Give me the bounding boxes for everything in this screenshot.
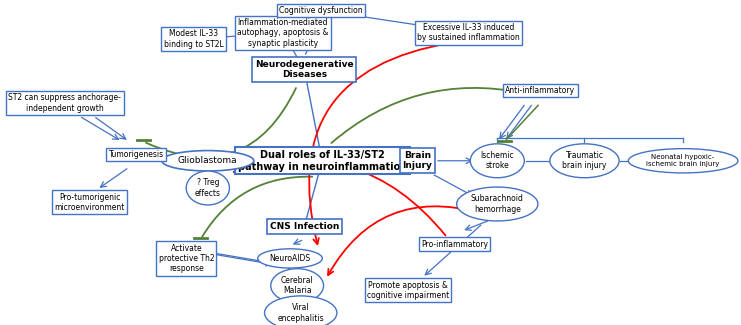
Text: Dual roles of IL-33/ST2
pathway in neuroinflammation: Dual roles of IL-33/ST2 pathway in neuro… bbox=[238, 150, 407, 172]
Text: Modest IL-33
binding to ST2L: Modest IL-33 binding to ST2L bbox=[164, 30, 223, 49]
Text: ? Treg
effects: ? Treg effects bbox=[195, 178, 221, 198]
Text: Cerebral
Malaria: Cerebral Malaria bbox=[281, 276, 313, 295]
Text: ST2 can suppress anchorage-
independent growth: ST2 can suppress anchorage- independent … bbox=[8, 94, 122, 113]
Text: Glioblastoma: Glioblastoma bbox=[178, 156, 238, 165]
Text: Neurodegenerative
Diseases: Neurodegenerative Diseases bbox=[255, 60, 353, 79]
Text: Traumatic
brain injury: Traumatic brain injury bbox=[562, 151, 607, 171]
Text: CNS Infection: CNS Infection bbox=[270, 222, 339, 231]
Text: Cognitive dysfunction: Cognitive dysfunction bbox=[279, 6, 362, 15]
Text: Pro-inflammatory: Pro-inflammatory bbox=[421, 240, 488, 249]
Text: Anti-inflammatory: Anti-inflammatory bbox=[505, 86, 575, 95]
Text: Pro-tumorigenic
microenvironment: Pro-tumorigenic microenvironment bbox=[55, 193, 125, 212]
Text: Tumorigenesis: Tumorigenesis bbox=[109, 150, 164, 159]
Text: Excessive IL-33 induced
by sustained inflammation: Excessive IL-33 induced by sustained inf… bbox=[417, 23, 520, 42]
Text: Ischemic
stroke: Ischemic stroke bbox=[480, 151, 514, 171]
Text: Inflammation-mediated
autophagy, apoptosis &
synaptic plasticity: Inflammation-mediated autophagy, apoptos… bbox=[237, 18, 328, 47]
Text: NeuroAIDS: NeuroAIDS bbox=[270, 254, 310, 263]
Text: Neonatal hypoxic-
ischemic brain injury: Neonatal hypoxic- ischemic brain injury bbox=[646, 154, 720, 167]
Text: Activate
protective Th2
response: Activate protective Th2 response bbox=[159, 243, 214, 273]
Text: Subarachnoid
hemorrhage: Subarachnoid hemorrhage bbox=[471, 194, 524, 214]
Text: Viral
encephalitis: Viral encephalitis bbox=[277, 303, 324, 322]
Text: Brain
Injury: Brain Injury bbox=[402, 151, 432, 171]
Text: Promote apoptosis &
cognitive impairment: Promote apoptosis & cognitive impairment bbox=[367, 281, 449, 300]
